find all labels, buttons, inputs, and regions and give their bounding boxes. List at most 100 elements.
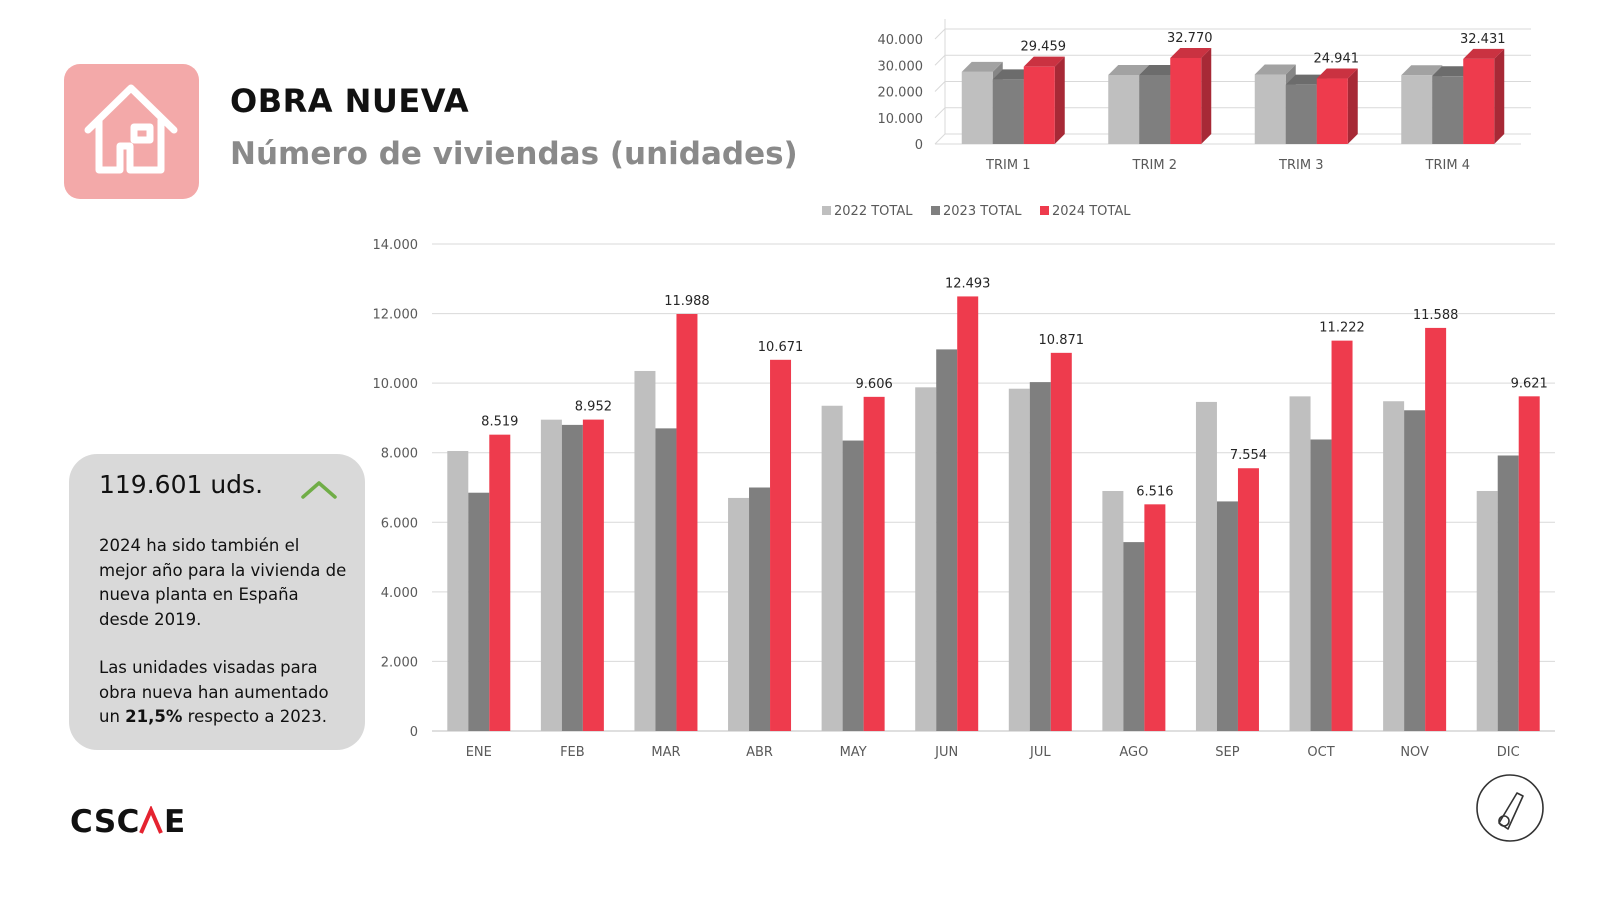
- x-tick-label: TRIM 2: [1132, 158, 1177, 173]
- y-tick-label: 10.000: [878, 112, 924, 127]
- quarterly-chart: 0 10.000 20.000 30.000 40.000 29.459 TRIM 1 32.…: [878, 19, 1531, 173]
- bar: [1316, 68, 1358, 144]
- x-tick-label: MAR: [651, 745, 680, 760]
- summary-paragraph-2-end: respecto a 2023.: [182, 707, 327, 726]
- legend-swatch: [822, 206, 831, 215]
- bar: [770, 359, 792, 731]
- bar: [1425, 327, 1447, 731]
- y-tick-label: 40.000: [878, 33, 924, 48]
- y-tick-label: 14.000: [373, 238, 419, 253]
- bar: [489, 434, 511, 731]
- y-tick-label: 10.000: [373, 377, 419, 392]
- summary-paragraph-2: Las unidades visadas para obra nueva han…: [99, 656, 349, 730]
- data-label: 6.516: [1136, 484, 1173, 499]
- y-tick-label: 4.000: [381, 586, 418, 601]
- summary-paragraph-2-start: Las unidades visadas para obra nueva han…: [99, 658, 329, 726]
- bar: [655, 428, 677, 731]
- legend-swatch: [1040, 206, 1049, 215]
- data-label: 9.621: [1511, 376, 1548, 391]
- y-tick-label: 0: [915, 138, 923, 153]
- bar: [1170, 47, 1212, 145]
- bar: [1289, 396, 1311, 731]
- bar: [582, 419, 604, 731]
- bar: [561, 424, 583, 731]
- data-label: 24.941: [1314, 52, 1360, 67]
- bar: [447, 450, 469, 731]
- legend-label: 2022 TOTAL: [834, 204, 913, 219]
- x-tick-label: JUN: [934, 745, 958, 760]
- bar: [1331, 340, 1353, 731]
- summary-total: 119.601 uds.: [99, 470, 264, 499]
- bar: [863, 396, 885, 731]
- house-icon-tile: [64, 64, 199, 199]
- bar: [821, 405, 843, 731]
- x-tick-label: TRIM 3: [1278, 158, 1323, 173]
- bar: [1518, 396, 1540, 731]
- bar: [728, 497, 750, 731]
- legend-label: 2023 TOTAL: [943, 204, 1022, 219]
- bar: [1216, 501, 1238, 731]
- data-label: 12.493: [945, 276, 991, 291]
- x-tick-label: MAY: [840, 745, 867, 760]
- page-subtitle: Número de viviendas (unidades): [230, 136, 798, 172]
- y-tick-label: 2.000: [381, 655, 418, 670]
- x-tick-label: DIC: [1497, 745, 1520, 760]
- bar: [1497, 455, 1519, 731]
- y-tick-label: 30.000: [878, 59, 924, 74]
- bar: [1404, 410, 1426, 731]
- data-label: 11.588: [1413, 308, 1459, 323]
- data-label: 9.606: [856, 377, 893, 392]
- svg-text:E: E: [164, 806, 185, 836]
- bar: [915, 387, 937, 731]
- bar: [936, 349, 958, 731]
- legend-label: 2024 TOTAL: [1052, 204, 1131, 219]
- bar: [1463, 48, 1505, 145]
- bar: [842, 440, 864, 731]
- house-icon: [84, 84, 178, 174]
- x-tick-label: AGO: [1119, 745, 1148, 760]
- summary-text: 2024 ha sido también el mejor año para l…: [99, 534, 349, 754]
- x-tick-label: OCT: [1307, 745, 1334, 760]
- data-label: 32.770: [1167, 31, 1213, 46]
- y-tick-label: 20.000: [878, 86, 924, 101]
- x-tick-label: FEB: [560, 745, 585, 760]
- bar: [676, 313, 698, 731]
- data-label: 32.431: [1460, 32, 1506, 47]
- bar: [1123, 542, 1145, 731]
- data-label: 8.519: [481, 415, 518, 430]
- page-title: OBRA NUEVA: [230, 82, 470, 120]
- y-tick-label: 8.000: [381, 447, 418, 462]
- x-tick-label: TRIM 1: [985, 158, 1030, 173]
- bar: [1237, 468, 1259, 731]
- x-tick-label: ABR: [746, 745, 773, 760]
- compass-icon: [1475, 773, 1545, 848]
- y-tick-label: 6.000: [381, 516, 418, 531]
- data-label: 29.459: [1021, 40, 1067, 55]
- chevron-up-icon: [301, 481, 337, 499]
- bar: [749, 487, 771, 731]
- x-tick-label: ENE: [466, 745, 492, 760]
- data-label: 11.222: [1319, 321, 1365, 336]
- data-label: 8.952: [575, 400, 612, 415]
- bar: [1102, 490, 1124, 731]
- bar: [1050, 352, 1072, 731]
- summary-card: 119.601 uds. 2024 ha sido también el mej…: [69, 454, 365, 750]
- bar: [468, 492, 490, 731]
- x-tick-label: JUL: [1029, 745, 1051, 760]
- cscae-logo: CSC E: [70, 804, 200, 841]
- bar: [1476, 490, 1498, 731]
- y-tick-label: 0: [410, 725, 418, 740]
- x-tick-label: TRIM 4: [1425, 158, 1470, 173]
- data-label: 11.988: [664, 294, 710, 309]
- bar: [634, 370, 656, 731]
- bar: [1383, 401, 1405, 731]
- bar: [1144, 504, 1166, 731]
- data-label: 10.671: [758, 340, 804, 355]
- bar: [957, 296, 979, 731]
- y-tick-label: 12.000: [373, 308, 419, 323]
- bar: [540, 419, 562, 731]
- legend-swatch: [931, 206, 940, 215]
- bar: [1310, 439, 1332, 731]
- bar: [1029, 382, 1051, 731]
